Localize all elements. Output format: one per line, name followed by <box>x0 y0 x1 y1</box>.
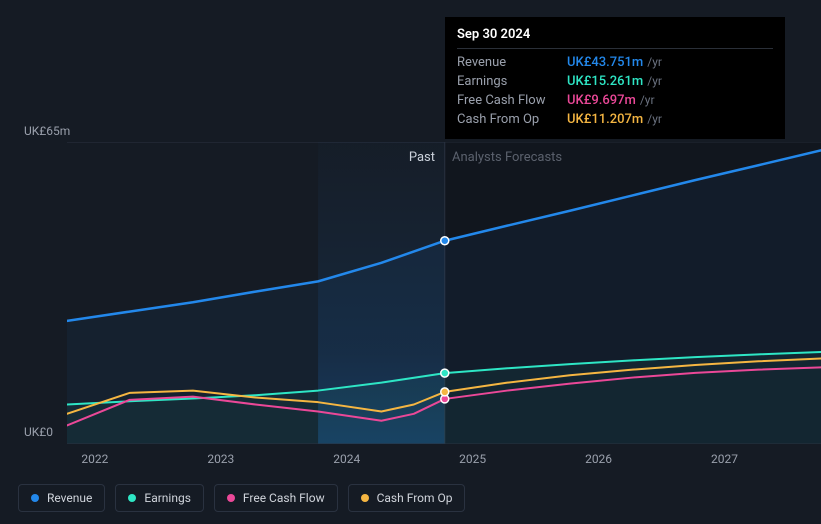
legend-item[interactable]: Free Cash Flow <box>214 484 338 512</box>
chart-plot-area[interactable] <box>67 142 821 444</box>
tooltip-metric-value: UK£15.261m <box>567 74 643 89</box>
x-axis: 2022 2023 2024 2025 2026 2027 <box>67 452 821 472</box>
legend-dot-icon <box>361 494 369 502</box>
y-axis-min-label: UK£0 <box>24 425 53 439</box>
x-tick-label: 2023 <box>207 452 234 466</box>
tooltip-metric-label: Earnings <box>457 74 567 89</box>
tooltip-unit: /yr <box>647 74 662 88</box>
tooltip-metric-label: Cash From Op <box>457 112 567 127</box>
tooltip-metric-value: UK£43.751m <box>567 55 643 70</box>
tooltip-unit: /yr <box>647 55 662 69</box>
legend-item[interactable]: Revenue <box>18 484 105 512</box>
x-tick-label: 2024 <box>333 452 360 466</box>
financial-chart: UK£65m UK£0 Past Analysts Forecasts 2022… <box>18 0 803 445</box>
tooltip-row: EarningsUK£15.261m/yr <box>457 72 773 91</box>
legend-label: Free Cash Flow <box>243 491 325 505</box>
legend-dot-icon <box>128 494 136 502</box>
y-axis-max-label: UK£65m <box>24 124 70 138</box>
legend-dot-icon <box>31 494 39 502</box>
x-tick-label: 2025 <box>459 452 486 466</box>
x-tick-label: 2022 <box>81 452 108 466</box>
legend-label: Earnings <box>144 491 191 505</box>
x-tick-label: 2026 <box>585 452 612 466</box>
tooltip-metric-value: UK£11.207m <box>567 112 643 127</box>
tooltip-unit: /yr <box>647 112 662 126</box>
tooltip-row: RevenueUK£43.751m/yr <box>457 53 773 72</box>
tooltip-unit: /yr <box>640 93 655 107</box>
legend-item[interactable]: Cash From Op <box>348 484 466 512</box>
x-tick-label: 2027 <box>711 452 738 466</box>
tooltip-row: Cash From OpUK£11.207m/yr <box>457 110 773 129</box>
legend-label: Revenue <box>47 491 92 505</box>
tooltip-metric-value: UK£9.697m <box>567 93 636 108</box>
legend-label: Cash From Op <box>377 491 453 505</box>
tooltip-metric-label: Free Cash Flow <box>457 93 567 108</box>
legend-dot-icon <box>227 494 235 502</box>
chart-tooltip: Sep 30 2024 RevenueUK£43.751m/yrEarnings… <box>445 17 785 139</box>
legend-item[interactable]: Earnings <box>115 484 204 512</box>
tooltip-date: Sep 30 2024 <box>457 27 773 49</box>
tooltip-metric-label: Revenue <box>457 55 567 70</box>
chart-legend: Revenue Earnings Free Cash Flow Cash From O… <box>18 484 465 512</box>
tooltip-row: Free Cash FlowUK£9.697m/yr <box>457 91 773 110</box>
